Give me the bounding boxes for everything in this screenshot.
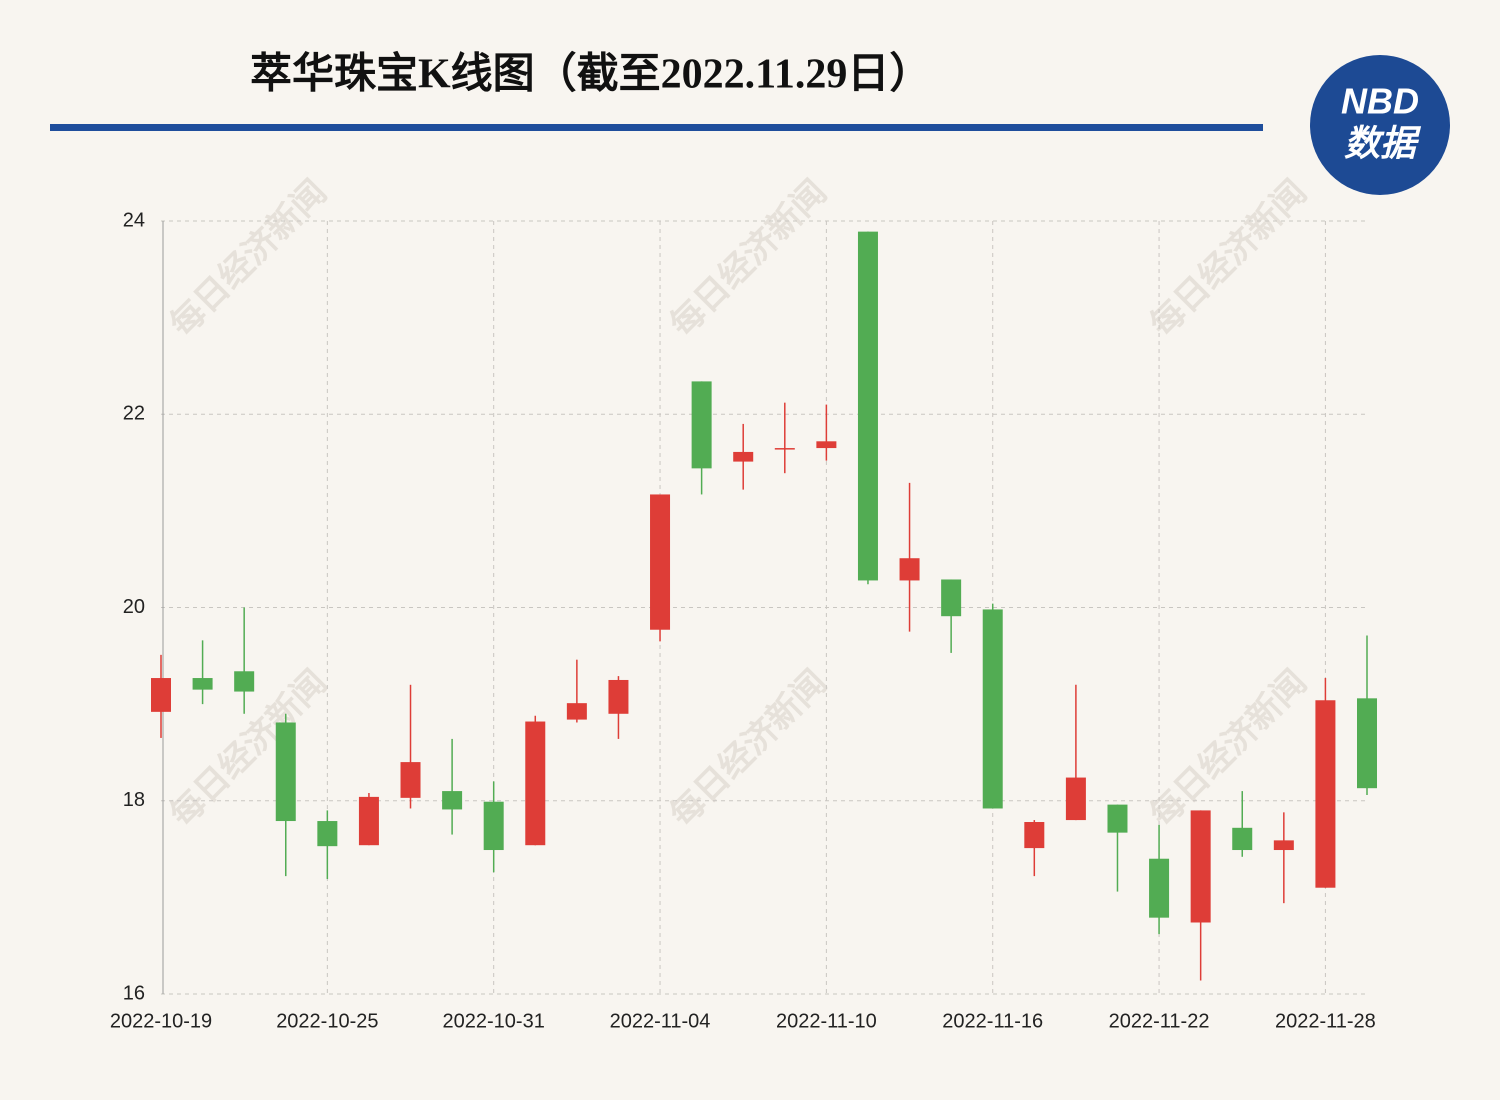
y-tick-label: 22 — [123, 403, 145, 425]
candle-body — [566, 703, 587, 720]
watermark: 每日经济新闻 — [1143, 663, 1314, 834]
x-tick-label: 2022-11-16 — [942, 1010, 1043, 1032]
candle-body — [857, 231, 878, 581]
candle-body — [358, 796, 379, 846]
y-tick-label: 20 — [123, 596, 145, 618]
candle-body — [774, 448, 795, 450]
candle-body — [733, 451, 754, 462]
candle-body — [816, 441, 837, 449]
x-tick-label: 2022-11-28 — [1275, 1010, 1376, 1032]
logo: NBD 数据 — [1310, 55, 1450, 195]
candle-body — [941, 579, 962, 617]
candle-body — [483, 801, 504, 851]
logo-text: 数据 — [1344, 123, 1422, 164]
candle-body — [525, 721, 546, 846]
candle-body — [1273, 840, 1294, 851]
x-tick-label: 2022-10-31 — [443, 1010, 545, 1032]
x-tick-label: 2022-10-25 — [276, 1010, 378, 1032]
candle-body — [234, 671, 255, 692]
candle-body — [1315, 700, 1336, 888]
x-tick-label: 2022-11-10 — [776, 1010, 877, 1032]
candle-body — [1065, 777, 1086, 821]
candle-body — [400, 762, 421, 798]
y-tick-label: 18 — [123, 789, 145, 811]
candle-body — [650, 494, 671, 630]
chart-title: 萃华珠宝K线图（截至2022.11.29日） — [250, 51, 931, 98]
logo-brand: NBD — [1341, 81, 1419, 122]
candle-body — [317, 821, 338, 847]
watermark: 每日经济新闻 — [1143, 173, 1314, 344]
candle-body — [1232, 827, 1253, 851]
candle-body — [982, 609, 1003, 809]
y-tick-label: 24 — [123, 209, 145, 231]
x-tick-label: 2022-11-22 — [1109, 1010, 1210, 1032]
candle-body — [275, 722, 296, 822]
candle-body — [192, 678, 213, 690]
logo-circle — [1310, 55, 1450, 195]
candle-body — [1107, 804, 1128, 833]
x-tick-label: 2022-11-04 — [610, 1010, 711, 1032]
candle-body — [442, 791, 463, 810]
candle-body — [608, 679, 629, 714]
candle-body — [1190, 810, 1211, 923]
title-rule — [50, 124, 1263, 131]
watermark: 每日经济新闻 — [163, 173, 334, 344]
candle-body — [899, 558, 920, 581]
y-tick-label: 16 — [123, 982, 145, 1004]
candle-body — [691, 381, 712, 469]
x-tick-label: 2022-10-19 — [110, 1010, 212, 1032]
candle-body — [1357, 698, 1377, 789]
watermark: 每日经济新闻 — [663, 663, 834, 834]
candle-body — [151, 678, 171, 712]
candle-body — [1024, 822, 1045, 849]
plot: 16 18 20 22 24 2022-10-19 2022-10-25 2022-10-31… — [110, 209, 1377, 1032]
candle-body — [1149, 858, 1170, 918]
watermark: 每日经济新闻 — [663, 173, 834, 344]
